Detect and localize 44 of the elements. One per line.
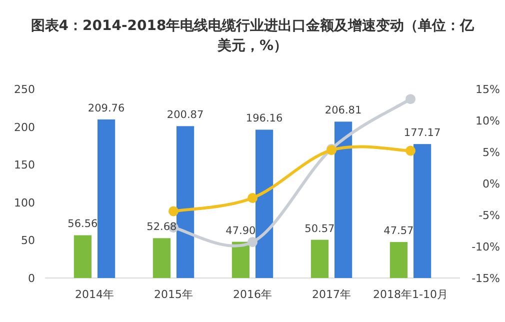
y2-tick-label: -10% — [472, 240, 500, 254]
chart-title: 图表4：2014-2018年电线电缆行业进出口金额及增速变动（单位：亿美元，%） — [30, 17, 476, 54]
bar — [98, 119, 116, 278]
data-label: 50.57 — [304, 222, 335, 235]
y2-tick-label: 0% — [482, 178, 500, 190]
point — [248, 237, 258, 248]
bar — [256, 130, 274, 278]
data-label: 196.16 — [246, 112, 283, 125]
y-tick-label: 50 — [21, 234, 35, 248]
x-tick-label: 2017年 — [312, 288, 351, 301]
x-tick-label: 2014年 — [75, 288, 114, 301]
bar — [74, 235, 92, 278]
data-label: 177.17 — [404, 127, 441, 140]
bar — [152, 238, 170, 278]
data-label: 209.76 — [88, 102, 125, 114]
x-tick-label: 2015年 — [154, 288, 193, 301]
data-label: 206.81 — [324, 104, 362, 117]
data-label: 52.68 — [146, 221, 177, 234]
bar — [176, 126, 194, 278]
y2-tick-label: -15% — [472, 272, 500, 285]
data-label: 200.87 — [166, 109, 204, 122]
bar — [232, 242, 250, 278]
bar — [414, 144, 432, 278]
y2-tick-label: 10% — [476, 114, 500, 128]
x-tick-label: 2016年 — [233, 288, 272, 301]
point — [406, 94, 416, 104]
bar — [310, 240, 328, 278]
x-tick-label: 2018年1-10月 — [373, 288, 448, 301]
point — [168, 206, 178, 216]
bar — [334, 122, 352, 278]
point — [248, 192, 258, 203]
data-label: 56.56 — [68, 218, 98, 230]
y-tick-label: 0 — [28, 272, 35, 285]
point — [406, 146, 416, 156]
y-tick-label: 250 — [14, 83, 35, 96]
y2-tick-label: -5% — [478, 209, 500, 222]
y2-tick-label: 5% — [482, 146, 500, 159]
y-tick-label: 100 — [14, 196, 35, 210]
data-label: 47.90 — [226, 224, 256, 237]
data-label: 47.57 — [384, 225, 414, 238]
y-tick-label: 200 — [14, 120, 35, 134]
y2-tick-label: 15% — [476, 83, 500, 96]
bar — [390, 242, 408, 278]
y-tick-label: 150 — [14, 158, 35, 172]
